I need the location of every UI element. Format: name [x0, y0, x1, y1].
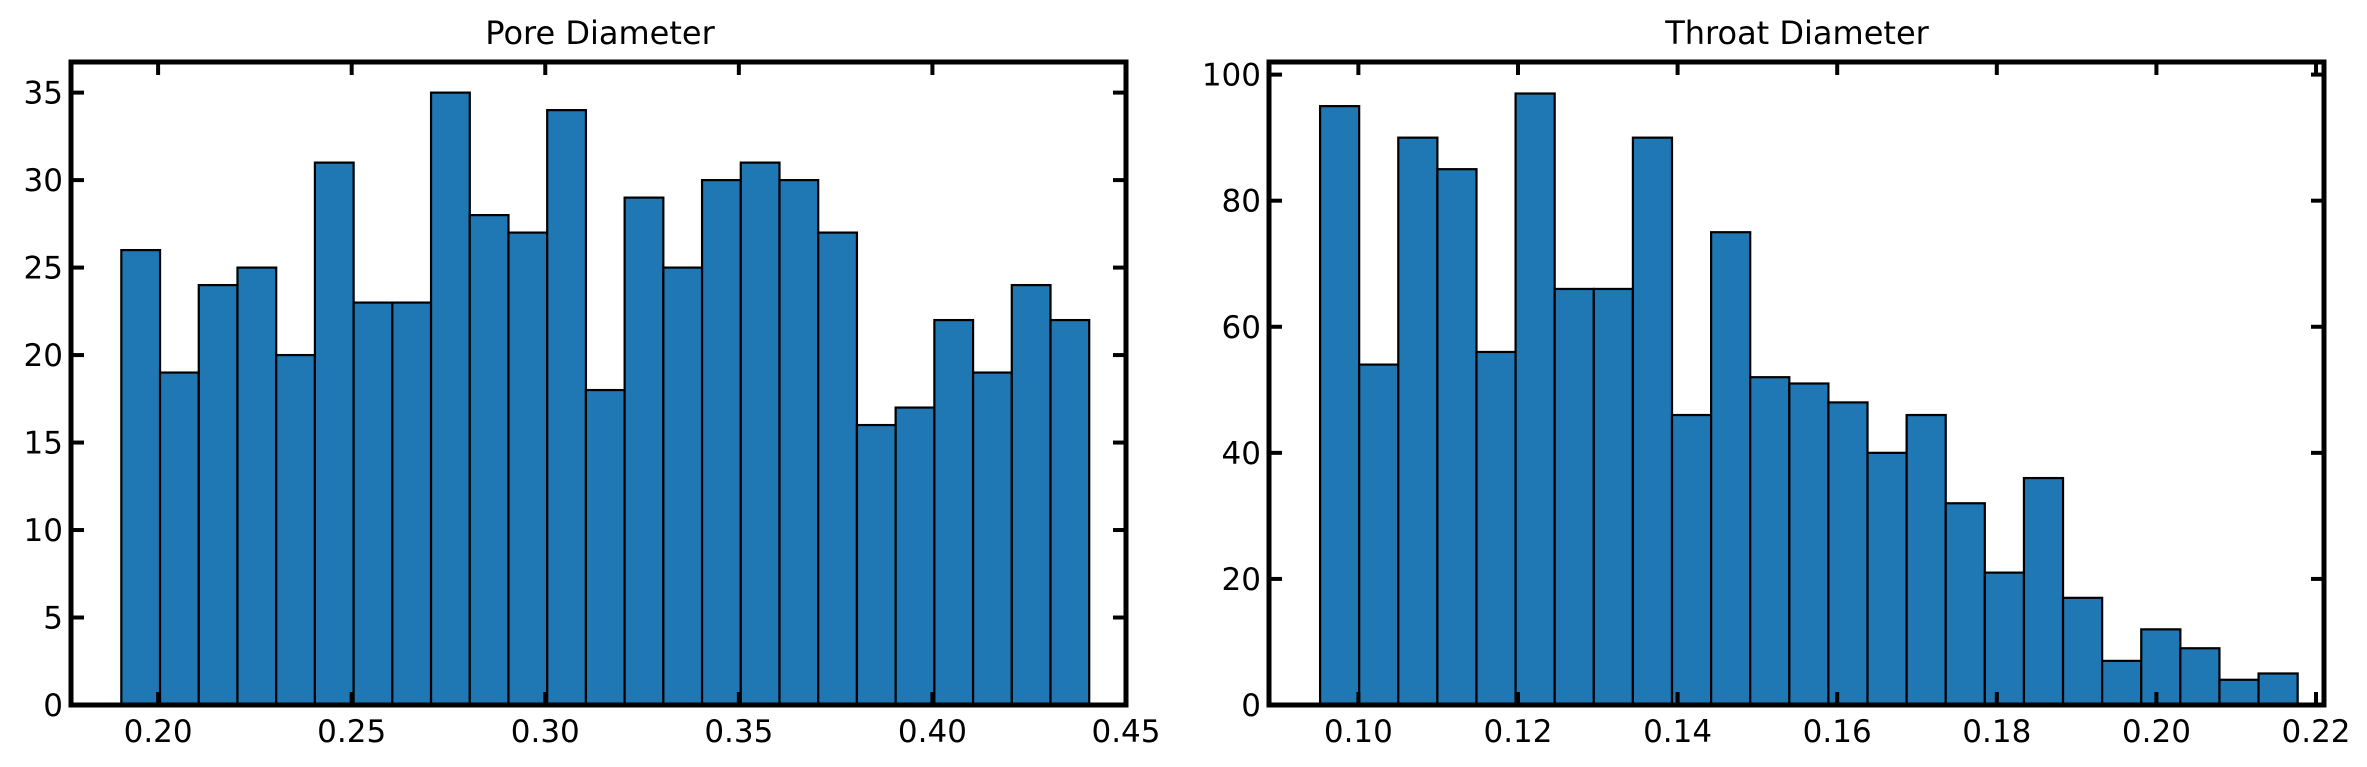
- throat-diameter-bar: [1592, 287, 1635, 707]
- throat-diameter-bar: [2022, 476, 2065, 707]
- pore-diameter-x-tick-label: 0.25: [317, 714, 386, 750]
- pore-diameter-y-tick-label: 0: [43, 688, 63, 724]
- throat-diameter-y-tick-label: 80: [1222, 184, 1261, 220]
- pore-diameter-bar: [468, 214, 510, 707]
- pore-diameter-y-tick-label: 15: [24, 426, 63, 462]
- throat-diameter-y-tick-label: 60: [1222, 310, 1261, 346]
- throat-diameter-bar: [1475, 350, 1517, 707]
- throat-diameter-bar: [1944, 502, 1986, 707]
- throat-diameter-ticks: 0.10 0.12 0.14 0.16 0.18 0.20 0.22 0 20 40 60 80 100: [1202, 58, 2351, 750]
- pore-diameter-y-tick-label: 30: [24, 163, 63, 199]
- throat-diameter-x-tick-label: 0.16: [1803, 714, 1872, 750]
- pore-diameter-x-tick-label: 0.30: [511, 714, 580, 750]
- throat-diameter-bar: [1670, 413, 1713, 707]
- throat-diameter-bar: [1397, 136, 1439, 707]
- throat-diameter-y-tick-label: 40: [1222, 436, 1261, 472]
- pore-diameter-bar: [1010, 283, 1052, 707]
- throat-diameter-bar: [2179, 647, 2221, 707]
- pore-diameter-bar: [236, 266, 278, 707]
- pore-diameter-bars: [120, 91, 1091, 707]
- pore-diameter-bar: [855, 423, 897, 707]
- pore-diameter-axes-frame: [68, 59, 1129, 708]
- throat-diameter-bar: [1749, 376, 1791, 707]
- pore-diameter-bar: [352, 301, 394, 707]
- throat-diameter-bar: [1553, 287, 1595, 707]
- pore-diameter-y-tick-label: 20: [24, 338, 63, 374]
- pore-diameter-bar: [933, 318, 975, 707]
- pore-diameter-bar: [120, 248, 162, 707]
- pore-diameter-bar: [778, 179, 820, 707]
- pore-diameter-bar: [507, 231, 549, 707]
- pore-diameter-bar: [1049, 318, 1091, 707]
- pore-diameter-y-tick-label: 25: [24, 251, 63, 287]
- pore-diameter-bar: [391, 301, 433, 707]
- throat-diameter-bar: [1631, 136, 1674, 707]
- throat-diameter-bar: [1710, 231, 1752, 707]
- throat-diameter-bar: [1358, 363, 1400, 707]
- pore-diameter-bar: [700, 179, 742, 707]
- throat-diameter-bar: [2101, 659, 2143, 707]
- pore-diameter-bar: [584, 388, 626, 707]
- pore-diameter-bar: [662, 266, 704, 707]
- throat-diameter-y-tick-label: 20: [1222, 562, 1261, 598]
- throat-diameter-bar: [1827, 401, 1869, 707]
- pore-diameter-bar: [739, 161, 781, 707]
- throat-diameter-y-tick-label: 100: [1202, 58, 1261, 94]
- throat-diameter-bars: [1318, 92, 2299, 707]
- pore-diameter-bar: [817, 231, 859, 707]
- pore-diameter-title: Pore Diameter: [485, 14, 715, 52]
- pore-diameter-x-tick-label: 0.45: [1091, 714, 1160, 750]
- throat-diameter-bar: [1866, 451, 1908, 707]
- pore-diameter-bar: [429, 91, 471, 707]
- pore-diameter-bar: [546, 109, 588, 707]
- pore-diameter-bar: [623, 196, 665, 707]
- pore-diameter-bar: [158, 371, 200, 707]
- throat-diameter-bar: [1788, 382, 1830, 707]
- pore-diameter-panel: Pore Diameter 0.20 0.25 0.30 0.35 0.40 0.45 0 5…: [24, 14, 1161, 750]
- pore-diameter-bar: [313, 161, 355, 707]
- throat-diameter-x-tick-label: 0.10: [1324, 714, 1393, 750]
- throat-diameter-x-tick-label: 0.20: [2122, 714, 2191, 750]
- pore-diameter-bar: [197, 283, 239, 707]
- throat-diameter-bar: [1436, 168, 1478, 707]
- pore-diameter-y-tick-label: 35: [24, 76, 63, 112]
- throat-diameter-title: Throat Diameter: [1664, 14, 1929, 52]
- throat-diameter-bar: [1514, 92, 1556, 707]
- throat-diameter-x-tick-label: 0.18: [1962, 714, 2031, 750]
- throat-diameter-axes-frame: [1266, 59, 2327, 708]
- throat-diameter-x-tick-label: 0.22: [2282, 714, 2351, 750]
- throat-diameter-bar: [2061, 596, 2104, 707]
- pore-diameter-bar: [894, 406, 936, 707]
- throat-diameter-bar: [2140, 628, 2182, 707]
- throat-diameter-panel: Throat Diameter 0.10 0.12 0.14 0.16 0.18 0.20…: [1202, 14, 2351, 750]
- throat-diameter-x-tick-label: 0.12: [1483, 714, 1552, 750]
- throat-diameter-y-tick-label: 0: [1241, 688, 1261, 724]
- pore-diameter-x-tick-label: 0.35: [704, 714, 773, 750]
- pore-diameter-bar: [971, 371, 1013, 707]
- pore-diameter-x-tick-label: 0.40: [898, 714, 967, 750]
- throat-diameter-bar: [1318, 105, 1361, 707]
- throat-diameter-bar: [1983, 571, 2026, 707]
- pore-diameter-bar: [275, 353, 317, 707]
- throat-diameter-x-tick-label: 0.14: [1643, 714, 1712, 750]
- pore-diameter-ticks: 0.20 0.25 0.30 0.35 0.40 0.45 0 5 10 15 20 25 30 35: [24, 62, 1161, 750]
- pore-diameter-y-tick-label: 10: [24, 513, 63, 549]
- throat-diameter-bar: [2218, 678, 2260, 707]
- pore-diameter-y-tick-label: 5: [43, 601, 63, 637]
- pore-diameter-x-tick-label: 0.20: [124, 714, 193, 750]
- throat-diameter-bar: [2257, 672, 2299, 707]
- throat-diameter-bar: [1905, 413, 1947, 707]
